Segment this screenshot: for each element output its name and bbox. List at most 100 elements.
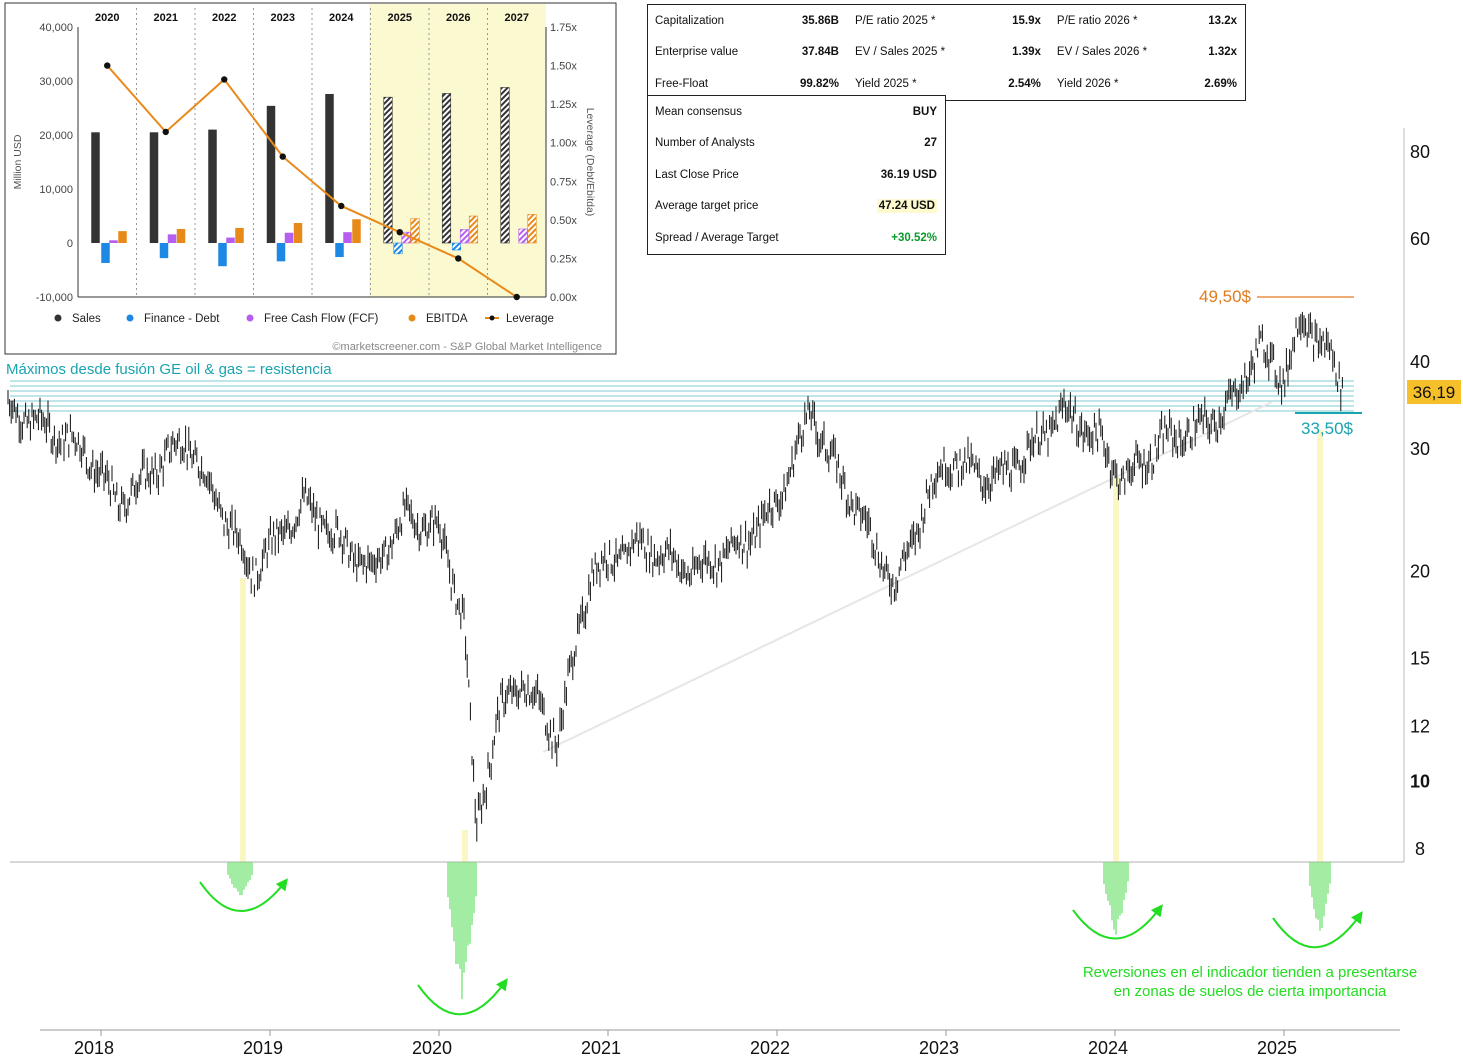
- yield-2026-label: Yield 2026 *: [1056, 77, 1119, 90]
- analysts-label: Number of Analysts: [655, 137, 755, 150]
- right-tick-label: 0.00x: [550, 292, 577, 304]
- legend-label: Finance - Debt: [144, 313, 220, 325]
- right-tick-label: 1.50x: [550, 61, 577, 73]
- consensus-table: Mean consensus BUY Number of Analysts 27…: [647, 95, 946, 255]
- leverage-point: [104, 62, 111, 69]
- year-label: 2021: [154, 12, 178, 24]
- legend-marker: [408, 314, 416, 322]
- price-candle-path: [7, 311, 1343, 842]
- fcf-bar: [343, 232, 352, 243]
- note-line-2: en zonas de suelos de cierta importancia: [1114, 983, 1387, 1000]
- fcf-bar: [284, 232, 294, 243]
- table-row: Capitalization 35.86B P/E ratio 2025 * 1…: [648, 5, 1245, 37]
- left-tick-label: 20,000: [39, 130, 73, 142]
- last-price-tag: [1407, 380, 1461, 404]
- price-y-axis: 80 60 40 30 20 15 12 10 8: [1410, 142, 1430, 859]
- right-tick-label: 1.25x: [550, 99, 577, 111]
- time-axis: 2018 2019 2020 2021 2022 2023 2024 2025: [74, 1030, 1297, 1058]
- table-row: Last Close Price 36.19 USD: [648, 159, 945, 191]
- analysts-value: 27: [924, 137, 937, 150]
- left-tick-label: 10,000: [39, 184, 73, 196]
- reversal-stem: [240, 578, 246, 862]
- sales-bar: [500, 87, 510, 244]
- ebitda-bar: [468, 215, 479, 244]
- pe-2026-value: 13.2x: [1208, 14, 1238, 27]
- sales-bar: [266, 105, 276, 243]
- spread-label: Spread / Average Target: [655, 231, 779, 244]
- year-label: 2022: [212, 12, 236, 24]
- ebitda-bar: [410, 218, 420, 244]
- free-float-value: 99.82%: [799, 77, 839, 90]
- right-tick-label: 0.25x: [550, 253, 577, 265]
- year-label: 2027: [505, 12, 529, 24]
- avg-target-value: 47.24 USD: [841, 199, 945, 214]
- right-tick-label: 1.75x: [550, 22, 577, 34]
- time-tick-label: 2021: [581, 1038, 621, 1058]
- year-label: 2023: [271, 12, 295, 24]
- ebitda-bar: [235, 227, 244, 243]
- debt-bar: [393, 242, 403, 255]
- table-row: Free-Float 99.82% Yield 2025 * 2.54% Yie…: [648, 68, 1245, 100]
- year-label: 2026: [446, 12, 470, 24]
- table-row: Spread / Average Target +30.52%: [648, 222, 945, 254]
- leverage-line: [106, 64, 518, 298]
- table-row: Average target price 47.24 USD: [648, 191, 945, 223]
- indicator-bars: [227, 862, 1331, 1000]
- year-label: 2025: [388, 12, 412, 24]
- price-tick-label: 60: [1410, 229, 1430, 249]
- left-tick-label: 30,000: [39, 76, 73, 88]
- avg-target-highlight: 47.24 USD: [876, 199, 937, 214]
- resistance-band: [10, 380, 1354, 412]
- reversal-arrow: [1272, 911, 1363, 949]
- yield-2026-value: 2.69%: [1204, 77, 1238, 90]
- sales-bar: [325, 93, 334, 244]
- sales-bar: [208, 129, 217, 243]
- indicator-panel: Reversiones en el indicador tienden a pr…: [40, 862, 1417, 1058]
- price-tick-label: 20: [1410, 562, 1430, 582]
- debt-bar: [276, 243, 286, 262]
- spread-value: +30.52%: [891, 231, 937, 244]
- ebitda-bar: [293, 223, 303, 243]
- last-close-label: Last Close Price: [655, 168, 739, 181]
- debt-bar: [101, 243, 110, 263]
- yellow-reversal-stems: [240, 430, 1323, 862]
- leverage-series: [104, 62, 520, 301]
- ebitda-bar: [527, 214, 537, 244]
- leverage-point: [513, 293, 520, 301]
- reversal-stem: [462, 830, 468, 862]
- fcf-bar: [459, 229, 470, 244]
- price-tick-label: 40: [1410, 352, 1430, 372]
- high-price-label: 49,50$: [1199, 287, 1252, 306]
- legend-label: Leverage: [506, 313, 554, 325]
- legend-label: Sales: [72, 313, 101, 325]
- resistance-label: Máximos desde fusión GE oil & gas = resi…: [6, 361, 332, 378]
- reversal-arrow: [417, 978, 508, 1016]
- ev-sales-2025-label: EV / Sales 2025 *: [854, 46, 946, 59]
- debt-bar: [159, 243, 169, 259]
- time-tick-label: 2025: [1257, 1038, 1297, 1058]
- leverage-point: [279, 153, 286, 160]
- legend-marker: [489, 315, 495, 321]
- leverage-point: [338, 202, 345, 210]
- yield-2025-value: 2.54%: [1008, 77, 1041, 90]
- pe-2025-label: P/E ratio 2025 *: [854, 14, 936, 27]
- right-tick-label: 0.75x: [550, 176, 577, 188]
- sales-bar: [441, 93, 452, 244]
- price-tick-label: 12: [1410, 716, 1430, 736]
- price-tick-label: 80: [1410, 142, 1430, 162]
- reversal-arrow: [1072, 904, 1163, 940]
- left-tick-label: -10,000: [36, 292, 73, 304]
- fcf-bar: [109, 240, 118, 243]
- leverage-point: [455, 255, 462, 262]
- ebitda-bar: [352, 219, 361, 243]
- reversal-stem: [1317, 430, 1323, 862]
- left-tick-label: 0: [67, 238, 73, 250]
- right-axis-title: Leverage (Debt/Ebitda): [584, 108, 596, 217]
- left-axis: 40,000 30,000 20,000 10,000 0 -10,000: [36, 22, 73, 304]
- fundamentals-chart: 2020 2021 2022 2023 2024 2025 2026 2027 40,000 3…: [4, 2, 617, 355]
- credit-text: ©marketscreener.com - S&P Global Market …: [332, 341, 602, 353]
- price-tick-label: 10: [1410, 771, 1430, 791]
- right-tick-label: 1.00x: [550, 138, 577, 150]
- reversal-arrows: [199, 878, 1363, 1016]
